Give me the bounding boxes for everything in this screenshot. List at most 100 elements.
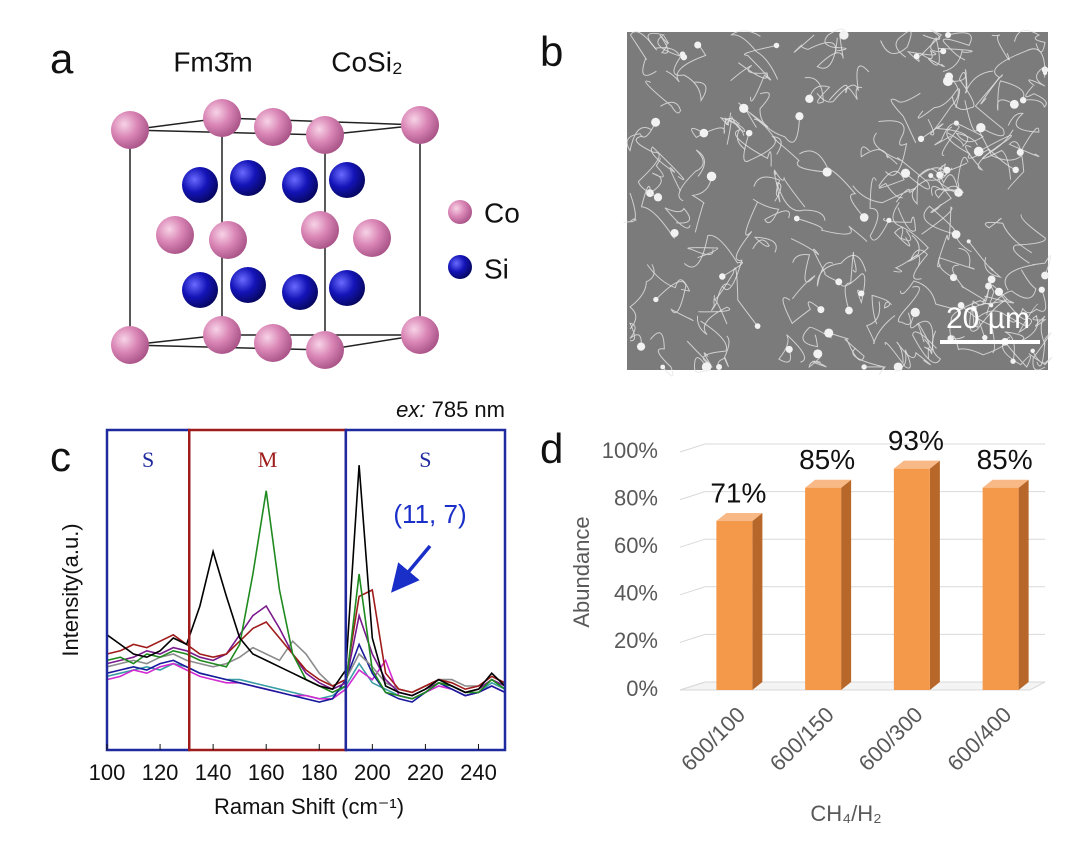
nanotube [860,146,898,165]
catalyst-cluster [1030,348,1035,354]
nanotube [871,294,892,325]
catalyst-cluster [940,48,947,55]
catalyst-cluster [719,273,726,280]
catalyst-cluster [910,307,920,317]
nanotube [878,170,905,199]
catalyst-cluster [739,103,749,113]
co-atom [353,219,391,257]
nanotube [1023,85,1047,108]
catalyst-cluster [1042,70,1048,76]
nanotube [930,156,969,196]
panel-letter: d [540,425,563,472]
nanotube [734,128,772,167]
catalyst-cluster [994,287,1004,296]
nanotube [696,306,731,336]
si-atom [282,167,318,203]
bar [982,487,1019,690]
region-box [105,428,191,752]
nanotube [949,279,993,340]
value-label: 85% [977,444,1033,475]
nanotube [678,149,705,202]
co-atom [254,324,292,362]
x-axis-label: CH₄/H₂ [810,801,881,826]
y-tick-label: 0% [626,676,658,701]
x-tick-label: 220 [407,760,444,785]
si-atom [329,270,365,306]
catalyst-cluster [824,328,834,338]
excitation-label: ex: 785 nm [396,397,505,422]
nanotube [1004,255,1052,291]
panel-d: d 0% 20% 40% 60% 80% 100% 71% 600/100 85% 600/150 9… [540,425,1046,826]
x-tick-label: 600/150 [765,702,839,776]
catalyst-cluster [957,301,965,309]
nanotube [920,123,969,148]
catalyst-cluster [699,128,709,138]
nanotube [917,167,959,193]
nanotube [659,34,669,54]
x-tick-label: 160 [248,760,285,785]
panel-letter: b [540,28,563,75]
nanotube [984,217,1033,254]
nanotube [946,126,1016,171]
si-atom [182,272,218,308]
nanotube [687,247,719,259]
bar-top [982,479,1029,488]
si-atom [230,267,266,303]
y-tick-label: 100% [602,438,658,463]
nanotube [884,341,911,369]
si-atom [282,274,318,310]
nanotube [793,34,837,54]
nanotube [778,334,805,363]
x-tick-label: 240 [460,760,497,785]
nanotube [650,146,685,192]
nanotube [938,247,975,278]
catalyst-cluster [754,323,761,330]
nanotube [629,264,655,330]
x-tick-label: 120 [142,760,179,785]
nanotube [968,241,1003,278]
nanotube [816,65,870,103]
nanotube [693,352,713,373]
catalyst-cluster [716,364,723,370]
catalyst-cluster [900,168,911,178]
nanotube [635,135,660,198]
nanotube [686,320,728,365]
catalyst-cluster [701,362,712,372]
nanotube [792,253,816,300]
x-tick-label: 600/300 [854,702,928,776]
nanotube [899,280,964,310]
nanotube [910,312,932,351]
panel-a: a Fm3̄m CoSi₂ Co Si [50,35,520,369]
nanotube [869,177,890,241]
region-label: S [419,447,431,472]
catalyst-cluster [805,94,814,103]
nanotube [629,322,642,347]
y-tick-label: 20% [614,628,658,653]
region-box [344,428,507,752]
nanotube [890,92,921,144]
x-tick-label: 180 [301,760,338,785]
nanotube [930,175,964,199]
catalyst-cluster [694,41,702,49]
nanotube [906,50,937,62]
chirality-label: (11, 7) [393,499,466,529]
nanotube [934,123,960,156]
panel-letter: c [50,433,71,480]
catalyst-cluster [966,239,971,244]
nanotube [998,291,1039,334]
nanotube [975,310,1029,338]
catalyst-cluster [839,30,849,40]
catalyst-cluster [859,213,869,222]
catalyst-cluster [745,129,753,137]
nanotube [938,162,968,176]
catalyst-cluster [971,305,977,312]
nanotube [1012,214,1046,264]
formula: CoSi₂ [331,46,403,77]
nanotube [796,218,868,242]
atoms [111,99,439,369]
catalyst-cluster [858,290,865,297]
nanotube [952,264,1004,305]
nanotube [828,84,863,101]
legend-label: Si [484,253,509,284]
